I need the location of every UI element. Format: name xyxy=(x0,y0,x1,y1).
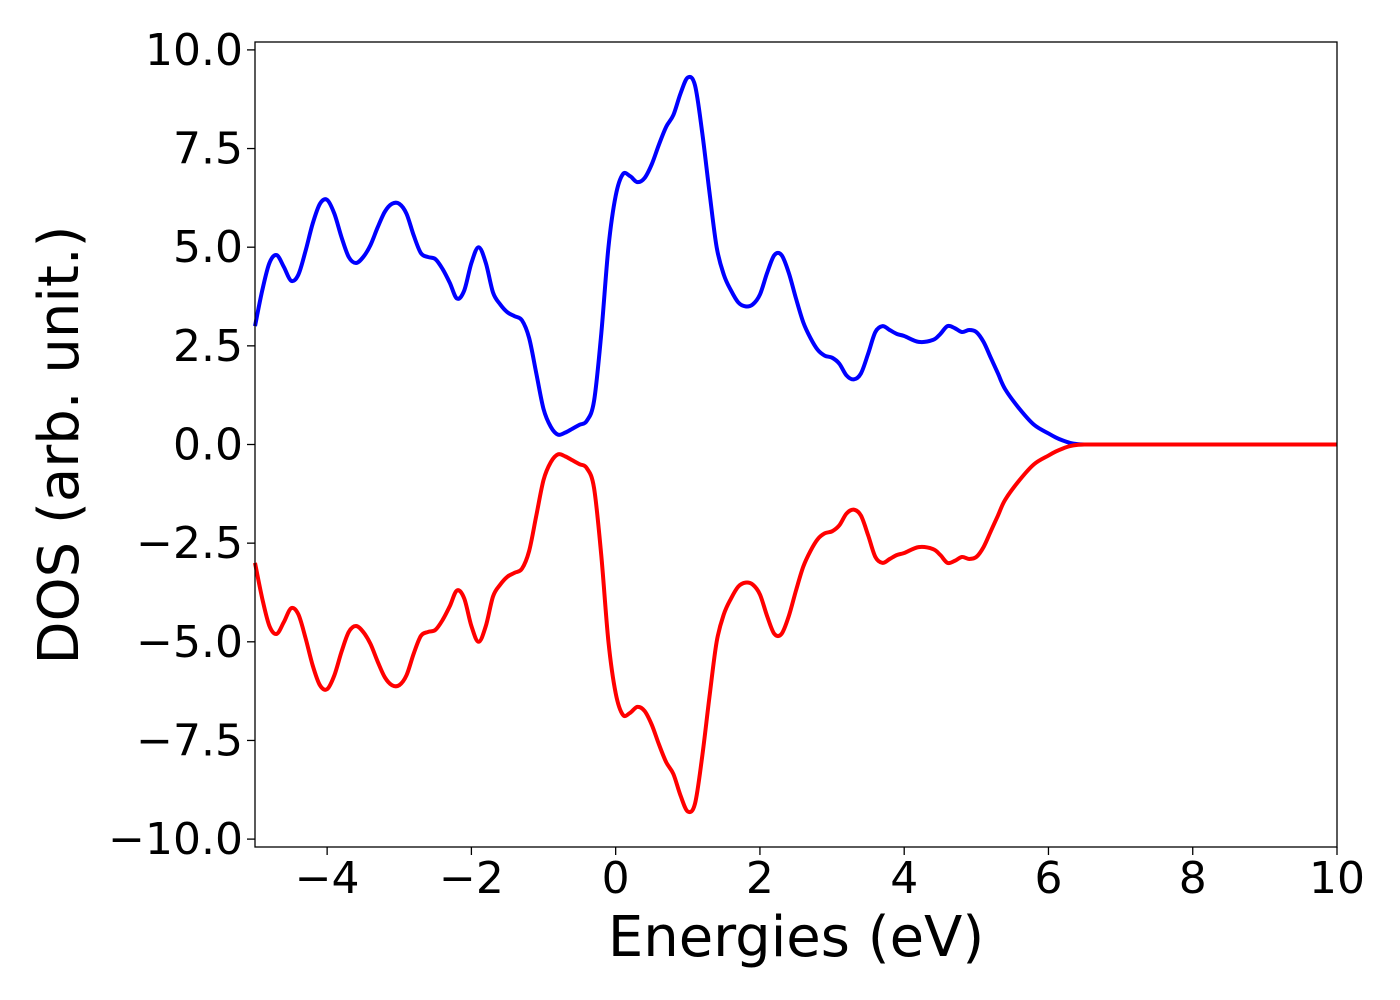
y-tick-label: −7.5 xyxy=(136,715,243,766)
y-ticks: −10.0 −7.5 −5.0 −2.5 0.0 2.5 5.0 7.5 10.0 xyxy=(108,25,255,865)
series-layer xyxy=(253,74,1337,815)
x-tick-label: 10 xyxy=(1309,853,1365,904)
y-tick-label: −2.5 xyxy=(136,518,243,569)
y-tick-label: 10.0 xyxy=(145,25,243,76)
x-tick-label: 4 xyxy=(890,853,918,904)
x-axis-label: Energies (eV) xyxy=(608,905,984,970)
y-tick-label: 7.5 xyxy=(173,124,243,175)
x-ticks: −4 −2 0 2 4 6 8 10 xyxy=(295,847,1365,904)
x-tick-label: −2 xyxy=(439,853,504,904)
y-tick-label: 0.0 xyxy=(173,420,243,471)
y-axis-label: DOS (arb. unit.) xyxy=(27,225,92,664)
x-tick-label: 0 xyxy=(602,853,630,904)
x-tick-label: 2 xyxy=(746,853,774,904)
y-tick-label: −5.0 xyxy=(136,617,243,668)
x-tick-label: 8 xyxy=(1179,853,1207,904)
series-line-2 xyxy=(253,442,1337,815)
x-tick-label: −4 xyxy=(295,853,360,904)
y-tick-label: −10.0 xyxy=(108,814,243,865)
y-tick-label: 5.0 xyxy=(173,222,243,273)
series-line-1 xyxy=(253,74,1337,447)
x-tick-label: 6 xyxy=(1034,853,1062,904)
y-tick-label: 2.5 xyxy=(173,321,243,372)
